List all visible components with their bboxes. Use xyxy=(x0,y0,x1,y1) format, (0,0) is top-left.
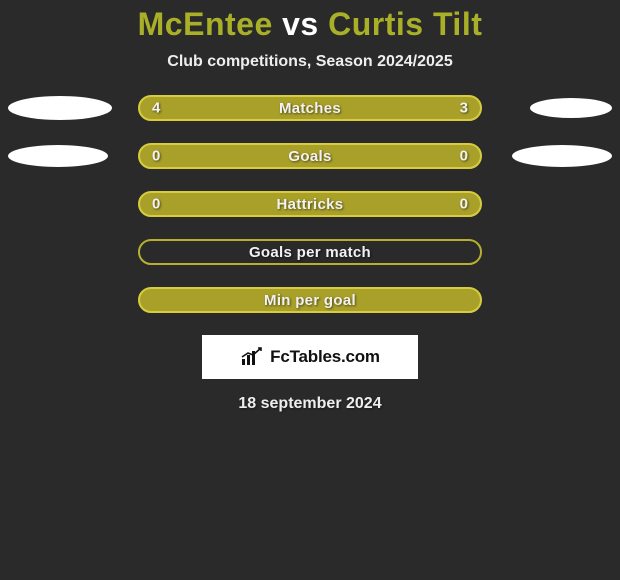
title-player1: McEntee xyxy=(138,6,273,42)
brand-text: FcTables.com xyxy=(270,347,380,367)
title: McEntee vs Curtis Tilt xyxy=(0,6,620,43)
stat-label: Goals per match xyxy=(249,244,371,261)
title-player2: Curtis Tilt xyxy=(328,6,482,42)
stat-row: 4 Matches 3 xyxy=(0,95,620,121)
stat-value-right: 0 xyxy=(460,196,468,213)
right-ellipse xyxy=(530,98,612,118)
stat-label: Goals xyxy=(288,148,331,165)
stat-value-right: 3 xyxy=(460,100,468,117)
stat-value-left: 4 xyxy=(152,100,160,117)
stat-label: Matches xyxy=(279,100,341,117)
right-ellipse xyxy=(512,145,612,167)
brand-badge: FcTables.com xyxy=(202,335,418,379)
left-ellipse xyxy=(8,96,112,120)
stat-row: 0 Hattricks 0 xyxy=(0,191,620,217)
chart-icon xyxy=(240,347,264,367)
stat-row: Min per goal xyxy=(0,287,620,313)
stat-bar: Goals per match xyxy=(138,239,482,265)
stat-row: 0 Goals 0 xyxy=(0,143,620,169)
subtitle: Club competitions, Season 2024/2025 xyxy=(0,53,620,71)
stat-bar: 0 Goals 0 xyxy=(138,143,482,169)
stat-bar: 0 Hattricks 0 xyxy=(138,191,482,217)
stat-value-left: 0 xyxy=(152,196,160,213)
comparison-card: McEntee vs Curtis Tilt Club competitions… xyxy=(0,0,620,413)
stat-bar: 4 Matches 3 xyxy=(138,95,482,121)
date-text: 18 september 2024 xyxy=(0,395,620,413)
stat-bar: Min per goal xyxy=(138,287,482,313)
stat-value-left: 0 xyxy=(152,148,160,165)
stat-label: Hattricks xyxy=(277,196,344,213)
title-vs: vs xyxy=(282,6,319,42)
left-ellipse xyxy=(8,145,108,167)
stat-row: Goals per match xyxy=(0,239,620,265)
stat-bars: 4 Matches 3 0 Goals 0 0 Hattricks 0 Goals per mat… xyxy=(0,95,620,313)
stat-value-right: 0 xyxy=(460,148,468,165)
stat-label: Min per goal xyxy=(264,292,356,309)
